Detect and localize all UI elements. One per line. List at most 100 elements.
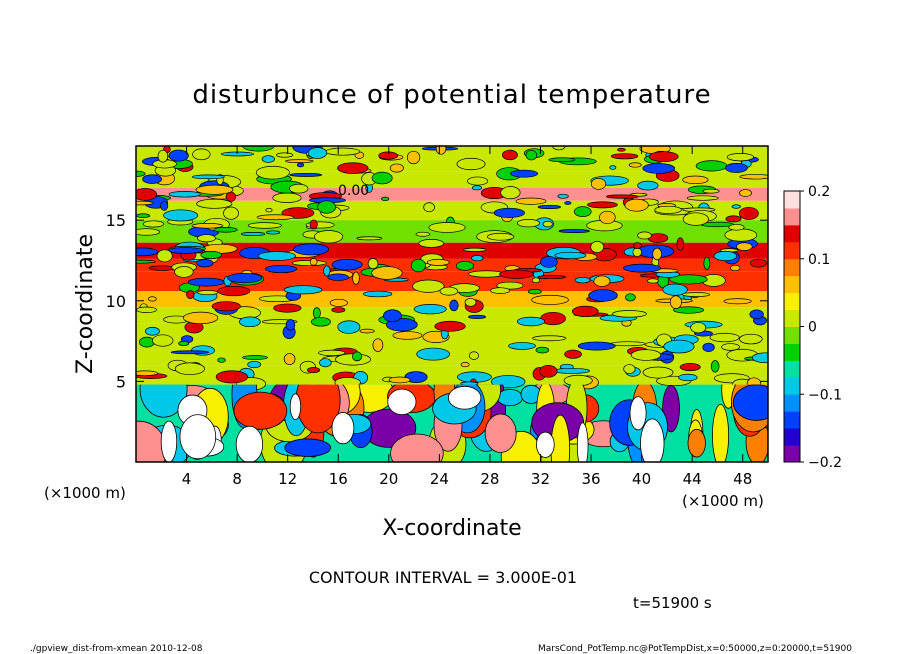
contour-blob-357 [652,247,662,261]
contour-blob-117 [468,270,505,278]
contour-blob-261 [468,314,486,319]
contour-blob-415 [307,147,328,159]
lower-core-8 [629,396,647,431]
colorbar-tick-label-3: −0.1 [808,387,842,403]
contour-blob-266 [730,264,741,272]
contour-blob-184 [496,281,524,290]
contour-blob-153 [156,249,173,263]
contour-blob-321 [471,185,483,191]
contour-blob-333 [186,290,195,299]
x-tick-label-9: 40 [632,470,651,488]
contour-blob-206 [196,259,214,268]
contour-blob-394 [256,214,295,221]
contour-blob-273 [247,360,262,369]
contour-blob-11 [392,331,423,340]
contour-blob-344 [257,251,296,261]
contour-blob-290 [289,172,323,177]
contour-blob-365 [389,163,404,173]
contour-interval-note: CONTOUR INTERVAL = 3.000E-01 [309,568,577,587]
contour-blob-335 [136,370,158,377]
contour-blob-385 [157,149,169,163]
contour-blob-197 [517,218,540,228]
contour-blob-312 [510,169,539,178]
lower-core-13 [179,414,217,460]
contour-blob-386 [170,350,210,355]
contour-blob-408 [750,258,767,268]
x-axis-ticks: 4 8 12 16 20 24 28 32 36 40 44 48 [182,146,752,488]
contour-blob-144 [702,188,720,194]
contour-blob-390 [577,341,616,351]
contour-blob-49 [329,298,348,307]
contour-blob-243 [623,364,636,374]
contour-blob-404 [749,309,764,320]
contour-blob-40 [573,206,592,218]
y-tick-label-1: 10 [106,292,126,311]
contour-blob-388 [276,152,294,158]
contour-blob-280 [466,176,489,186]
contour-blob-358 [539,364,558,378]
x-tick-label-11: 48 [733,470,752,488]
contour-blob-233 [178,340,190,346]
contour-blob-302 [311,317,331,327]
x-tick-label-0: 4 [182,470,192,488]
contour-blob-375 [372,338,384,352]
contour-blob-138 [499,269,534,279]
contour-blob-115 [273,303,302,313]
contour-blob-240 [542,220,553,228]
contour-blob-161 [571,305,599,318]
contour-blob-337 [412,279,445,293]
contour-blob-416 [633,242,642,250]
x-tick-label-10: 44 [683,470,702,488]
contour-blob-204 [136,306,157,313]
contour-blob-211 [383,309,402,323]
contour-blob-242 [352,271,360,285]
contour-blob-129 [460,362,470,368]
contour-blob-106 [724,228,758,242]
contour-blob-332 [191,223,224,229]
lower-core-2 [235,425,264,462]
contour-blob-396 [439,286,459,296]
contour-blob-363 [713,250,738,262]
contour-blob-323 [423,202,435,213]
contour-blob-410 [142,174,163,184]
contour-blob-406 [540,256,558,268]
contour-blob-73 [537,204,561,209]
contour-blob-21 [679,362,701,372]
contour-blob-399 [410,258,426,273]
colorbar-swatch-8 [784,309,800,327]
y-tick-label-2: 15 [106,211,126,230]
contour-blob-401 [337,320,361,334]
contour-blob-85 [532,335,567,342]
lower-cell-63 [136,420,167,462]
contour-blob-339 [663,339,695,354]
contour-blob-292 [331,258,363,271]
contour-blob-304 [152,334,174,347]
contour-blob-326 [191,174,225,180]
lower-cell-59 [233,391,288,430]
contour-blob-229 [673,306,705,314]
contour-blob-346 [609,165,617,170]
contour-blob-414 [702,342,715,352]
contour-blob-288 [265,264,298,274]
contour-blob-181 [599,210,616,225]
contour-blob-379 [588,289,618,302]
contour-blob-286 [211,301,241,312]
contour-blob-253 [678,373,698,382]
colorbar-swatch-4 [784,377,800,395]
lower-cell-68 [390,433,444,462]
contour-blob-389 [187,277,225,287]
contour-blob-254 [217,285,251,297]
plot-frame [135,145,769,463]
contour-blob-352 [352,351,363,362]
contour-blob-378 [682,212,709,226]
contour-blob-91 [312,307,321,319]
footer-file-info: MarsCond_PotTemp.nc@PotTempDist,x=0:5000… [538,644,852,654]
contour-blob-313 [554,251,587,260]
contour-blob-255 [709,332,740,343]
contour-blob-418 [359,328,375,334]
contour-blob-118 [261,155,275,163]
contour-blob-278 [493,207,525,218]
contour-blob-185 [490,287,511,294]
contour-blob-194 [662,283,688,296]
contour-blob-374 [726,153,754,162]
